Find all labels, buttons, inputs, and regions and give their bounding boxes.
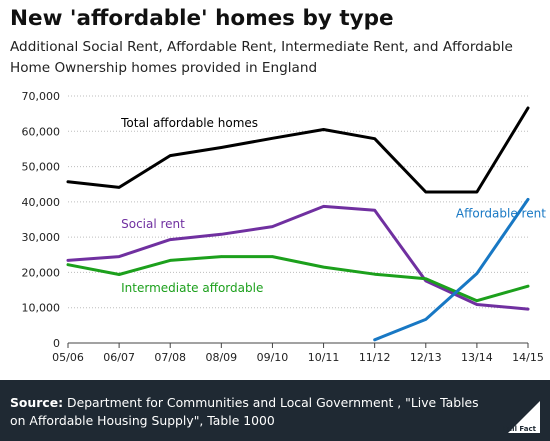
x-tick-label: 13/14 bbox=[461, 351, 493, 364]
source-note: Source: Department for Communities and L… bbox=[10, 394, 480, 430]
x-tick-label: 10/11 bbox=[308, 351, 340, 364]
x-tick-label: 06/07 bbox=[103, 351, 135, 364]
data-point bbox=[220, 255, 223, 258]
data-point bbox=[220, 233, 223, 236]
y-tick-label: 20,000 bbox=[22, 266, 61, 279]
series-lines bbox=[66, 106, 530, 342]
data-point bbox=[373, 137, 376, 140]
x-tick-label: 07/08 bbox=[154, 351, 186, 364]
y-tick-label: 60,000 bbox=[22, 125, 61, 138]
data-point bbox=[322, 205, 325, 208]
series-label: Affordable rent bbox=[456, 206, 546, 220]
data-point bbox=[322, 265, 325, 269]
data-point bbox=[424, 318, 427, 321]
data-point bbox=[169, 259, 172, 262]
data-point bbox=[117, 255, 121, 258]
series-line bbox=[66, 255, 530, 303]
data-point bbox=[373, 272, 376, 276]
data-point bbox=[424, 277, 427, 280]
axes: 0 10,000 20,000 30,000 40,000 50,000 60,000 70,… bbox=[22, 90, 544, 364]
x-tick-label: 08/09 bbox=[205, 351, 237, 364]
data-point bbox=[526, 307, 530, 311]
data-point bbox=[169, 154, 172, 157]
data-point bbox=[475, 190, 479, 194]
full-fact-logo: Full Fact bbox=[503, 401, 540, 433]
data-point bbox=[66, 180, 70, 183]
data-point bbox=[526, 106, 530, 110]
x-tick-label: 12/13 bbox=[410, 351, 442, 364]
chart-subtitle: Additional Social Rent, Affordable Rent,… bbox=[10, 39, 513, 76]
source-label: Source: bbox=[10, 395, 64, 410]
data-point bbox=[66, 263, 70, 266]
data-point bbox=[475, 299, 479, 302]
series-line bbox=[373, 197, 530, 342]
data-point bbox=[117, 186, 121, 189]
series-label: Intermediate affordable bbox=[121, 281, 263, 295]
logo-text: Full Fact bbox=[503, 425, 537, 433]
series-line bbox=[66, 204, 530, 311]
source-text: Department for Communities and Local Gov… bbox=[10, 395, 479, 428]
data-point bbox=[475, 303, 479, 306]
y-tick-label: 10,000 bbox=[22, 302, 61, 315]
series-label: Total affordable homes bbox=[120, 116, 258, 130]
data-point bbox=[373, 209, 376, 212]
x-tick-label: 05/06 bbox=[52, 351, 84, 364]
data-point bbox=[475, 272, 479, 275]
source-footer: Source: Department for Communities and L… bbox=[0, 380, 550, 441]
data-point bbox=[271, 255, 274, 258]
series-labels: Total affordable homes Social rent Interme… bbox=[120, 116, 546, 295]
y-tick-label: 40,000 bbox=[22, 196, 61, 209]
data-point bbox=[117, 273, 121, 276]
data-point bbox=[373, 338, 376, 342]
chart-title: New 'affordable' homes by type bbox=[10, 6, 394, 31]
data-point bbox=[526, 284, 530, 288]
data-point bbox=[220, 146, 223, 149]
data-point bbox=[424, 190, 427, 194]
x-tick-label: 11/12 bbox=[359, 351, 391, 364]
data-point bbox=[271, 137, 274, 140]
data-point bbox=[66, 259, 70, 262]
data-point bbox=[169, 238, 172, 241]
y-tick-label: 50,000 bbox=[22, 161, 61, 174]
x-tick-label: 14/15 bbox=[512, 351, 544, 364]
x-tick-label: 09/10 bbox=[257, 351, 289, 364]
y-tick-label: 0 bbox=[53, 337, 60, 350]
data-point bbox=[271, 225, 274, 228]
series-line bbox=[66, 106, 530, 194]
y-tick-label: 30,000 bbox=[22, 231, 61, 244]
y-tick-label: 70,000 bbox=[22, 90, 61, 103]
line-chart: 0 10,000 20,000 30,000 40,000 50,000 60,000 70,… bbox=[22, 90, 547, 364]
data-point bbox=[526, 198, 530, 201]
series-label: Social rent bbox=[121, 217, 185, 231]
data-point bbox=[322, 128, 325, 131]
